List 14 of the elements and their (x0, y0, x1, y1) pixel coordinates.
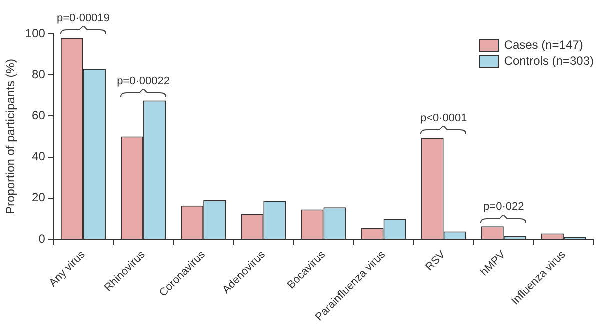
annotation: p=0·00019 (56, 12, 110, 25)
y-tick-label: 80 (32, 67, 46, 82)
y-axis-title: Proportion of participants (%) (4, 59, 18, 214)
annotation: p=0·00022 (117, 75, 170, 88)
y-tick-label: 20 (32, 190, 46, 205)
y-tick-label: 60 (32, 108, 46, 123)
y-tick-label: 40 (32, 150, 46, 164)
annotation: p<0·0001 (420, 112, 468, 125)
annotation: p=0·022 (484, 201, 524, 214)
legend-label: Controls (n=303) (504, 54, 594, 68)
legend-label: Cases (n=147) (504, 38, 584, 52)
x-tick-label: Any virus (47, 248, 88, 290)
y-tick-label: 100 (25, 26, 46, 40)
y-tick-label: 0 (38, 232, 46, 246)
